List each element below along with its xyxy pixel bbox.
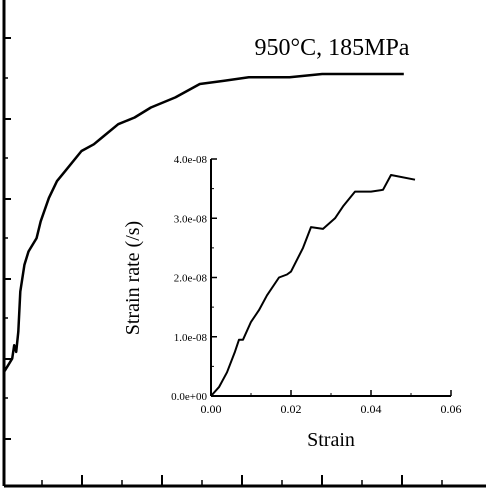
- chart-title: 950°C, 185MPa: [255, 35, 410, 61]
- inset-x-ticks: 0.00 0.02 0.04 0.06: [201, 390, 462, 416]
- inset-x-tick-label: 0.06: [441, 402, 462, 416]
- main-x-ticks: [41, 475, 443, 486]
- inset-series-line: [210, 174, 416, 397]
- inset-y-ticks: 0.0e+00 1.0e-08 2.0e-08 3.0e-08 4.0e-08: [171, 154, 217, 403]
- inset-x-tick-label: 0.00: [201, 402, 222, 416]
- inset-x-axis-label: Strain: [307, 429, 355, 451]
- inset-background: [211, 159, 451, 395]
- inset-y-tick-label: 3.0e-08: [174, 213, 208, 225]
- inset-y-tick-label: 2.0e-08: [174, 273, 208, 285]
- inset-y-axis-label: Strain rate (/s): [122, 221, 144, 335]
- inset-x-tick-label: 0.02: [281, 402, 302, 416]
- main-y-ticks: [4, 37, 11, 440]
- inset-y-tick-label: 4.0e-08: [174, 154, 208, 166]
- inset-series-group: [210, 174, 416, 397]
- inset-x-tick-label: 0.04: [361, 402, 382, 416]
- inset-y-tick-label: 0.0e+00: [171, 391, 207, 403]
- main-series-line: [2, 72, 404, 373]
- main-series-group: [2, 72, 404, 373]
- inset-plot: 0.0e+00 1.0e-08 2.0e-08 3.0e-08 4.0e-08 0.00…: [122, 154, 462, 451]
- inset-y-tick-label: 1.0e-08: [174, 332, 208, 344]
